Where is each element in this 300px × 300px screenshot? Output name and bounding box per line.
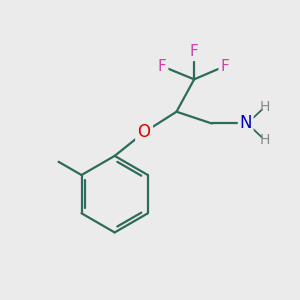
Text: H: H [260,100,270,114]
Text: F: F [158,58,166,74]
Text: N: N [239,115,252,133]
Text: F: F [190,44,199,59]
Text: H: H [260,133,270,147]
Text: O: O [138,123,151,141]
Text: F: F [221,58,230,74]
